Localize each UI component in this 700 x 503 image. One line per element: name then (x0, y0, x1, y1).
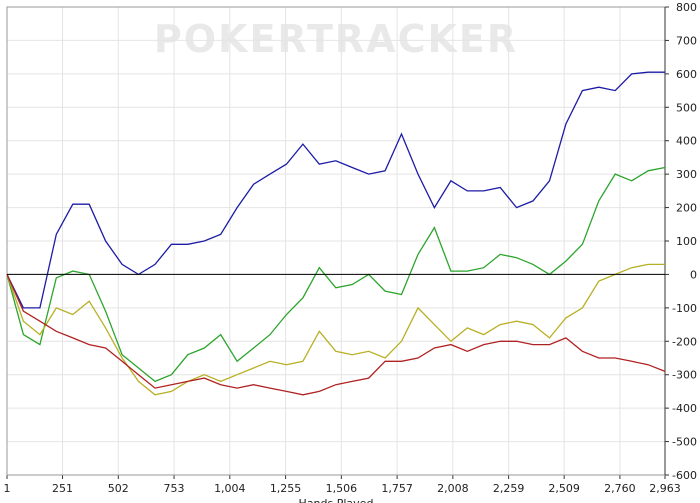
y-tick-label: -300 (672, 369, 697, 382)
y-tick-label: 700 (676, 34, 697, 47)
y-tick-label: 0 (690, 268, 697, 281)
y-tick-label: 600 (676, 68, 697, 81)
y-tick-label: -600 (672, 469, 697, 482)
x-tick-label: 2,760 (604, 482, 636, 495)
series-line (6, 166, 666, 383)
x-tick-label: 2,963 (649, 482, 681, 495)
x-tick-label: 1,757 (381, 482, 413, 495)
x-tick-label: 1,004 (214, 482, 246, 495)
x-tick-label: 502 (108, 482, 129, 495)
x-tick-label: 2,509 (548, 482, 580, 495)
y-tick-label: 300 (676, 168, 697, 181)
y-tick-label: -200 (672, 335, 697, 348)
y-tick-label: -400 (672, 402, 697, 415)
x-axis-label: Hands Played (299, 497, 374, 503)
y-tick-label: 200 (676, 202, 697, 215)
series-line (6, 263, 665, 396)
y-tick-label: 400 (676, 135, 697, 148)
x-tick-label: 1,506 (326, 482, 358, 495)
x-tick-label: 1,255 (270, 482, 302, 495)
x-tick-label: 2,259 (493, 482, 525, 495)
watermark: POKERTRACKER (154, 17, 518, 61)
y-tick-label: 100 (676, 235, 697, 248)
series-line (6, 71, 665, 309)
y-tick-label: -100 (672, 302, 697, 315)
y-tick-label: -500 (672, 436, 697, 449)
x-tick-label: 1 (4, 482, 11, 495)
series-line (6, 274, 666, 396)
y-tick-label: 500 (676, 101, 697, 114)
x-tick-label: 251 (52, 482, 73, 495)
x-tick-label: 753 (164, 482, 185, 495)
x-tick-label: 2,008 (437, 482, 469, 495)
y-tick-label: 800 (676, 1, 697, 14)
